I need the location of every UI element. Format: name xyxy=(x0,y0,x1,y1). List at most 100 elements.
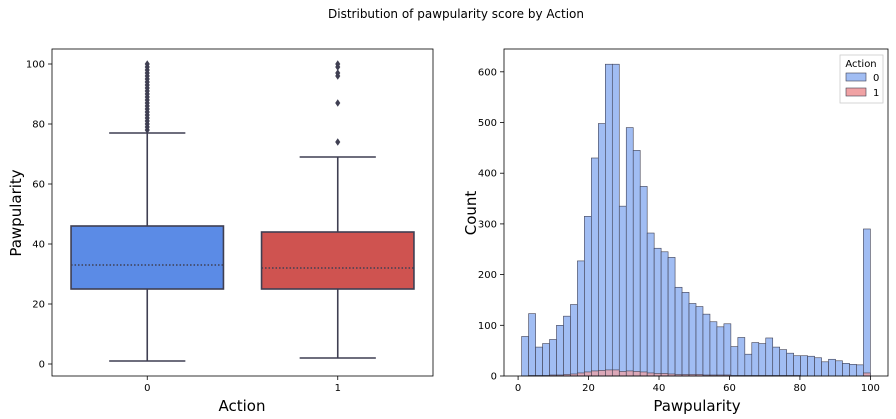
histogram-bar-action-0 xyxy=(716,326,725,377)
histogram-x-tick-label: 60 xyxy=(723,383,736,394)
histogram-bar-action-0 xyxy=(611,63,620,377)
boxplot-x-label: Action xyxy=(219,397,266,415)
box-outlier-point xyxy=(144,60,150,68)
histogram-bar-action-0 xyxy=(605,63,613,377)
histogram-bar-action-0 xyxy=(730,346,739,377)
histogram-bar-action-0 xyxy=(758,343,767,377)
histogram-bar-action-0 xyxy=(660,251,669,377)
histogram-bar-action-1 xyxy=(863,372,871,377)
box-iqr-0 xyxy=(70,225,225,290)
histogram-x-tick-label: 80 xyxy=(794,383,807,394)
histogram-legend: Action 0 1 xyxy=(839,54,884,104)
histogram-x-tick-label: 0 xyxy=(515,383,521,394)
histogram-bar-action-1 xyxy=(625,370,634,377)
histogram-bar-action-0 xyxy=(556,325,564,377)
box-outlier-point xyxy=(335,99,341,107)
histogram-bar-action-0 xyxy=(667,257,676,377)
boxplot-y-tick-label: 20 xyxy=(32,300,45,311)
histogram-bar-action-0 xyxy=(772,346,781,377)
histogram-y-label: Count xyxy=(462,191,480,236)
histogram-bar-action-0 xyxy=(653,247,662,377)
legend-title: Action xyxy=(845,59,876,70)
boxplot-content xyxy=(70,60,415,362)
histogram-bar-action-0 xyxy=(674,286,683,377)
histogram-bar-action-1 xyxy=(618,371,627,377)
histogram-y-tick-label: 600 xyxy=(478,67,497,78)
histogram-panel: 0 100 200 300 400 500 600 0 20 40 60 80 100 Pawpula… xyxy=(462,48,889,415)
histogram-bar-action-0 xyxy=(577,260,585,377)
legend-swatch-1 xyxy=(845,87,867,97)
histogram-bar-action-1 xyxy=(611,369,620,377)
histogram-y-tick-label: 400 xyxy=(478,169,497,180)
histogram-x-label: Pawpularity xyxy=(653,397,740,415)
histogram-bar-action-0 xyxy=(709,321,718,377)
box-iqr-1 xyxy=(260,231,415,290)
histogram-bar-action-0 xyxy=(598,123,606,377)
histogram-x-tick-label: 40 xyxy=(653,383,666,394)
histogram-y-tick-label: 200 xyxy=(478,270,497,281)
histogram-bar-action-0 xyxy=(625,127,634,377)
histogram-bar-action-0 xyxy=(563,315,571,377)
histogram-bar-action-1 xyxy=(646,372,655,377)
histogram-bar-action-0 xyxy=(835,360,843,377)
histogram-bar-action-1 xyxy=(577,372,585,377)
histogram-bar-action-0 xyxy=(584,216,592,377)
boxplot-y-tick-label: 80 xyxy=(32,120,45,131)
histogram-bar-action-0 xyxy=(800,355,808,377)
histogram-x-ticks: 0 20 40 60 80 100 xyxy=(515,376,880,394)
histogram-bar-action-0 xyxy=(863,228,871,377)
boxplot-x-tick-label: 1 xyxy=(335,383,341,394)
histogram-bar-action-0 xyxy=(744,353,753,377)
histogram-bar-action-1 xyxy=(598,370,606,377)
histogram-bar-action-0 xyxy=(570,304,578,377)
histogram-bar-action-0 xyxy=(528,313,536,377)
legend-swatch-0 xyxy=(845,72,867,82)
histogram-bar-action-0 xyxy=(542,343,550,377)
boxplot-y-tick-label: 0 xyxy=(39,360,45,371)
histogram-bar-action-0 xyxy=(751,342,760,377)
boxplot-x-tick-label: 0 xyxy=(144,383,150,394)
histogram-bar-action-0 xyxy=(849,364,857,377)
histogram-y-ticks: 0 100 200 300 400 500 600 xyxy=(478,67,504,383)
histogram-bar-action-0 xyxy=(723,323,732,377)
histogram-bar-action-0 xyxy=(688,303,697,377)
histogram-y-tick-label: 500 xyxy=(478,118,497,129)
histogram-bar-action-0 xyxy=(639,186,648,377)
boxplot-y-tick-label: 60 xyxy=(32,180,45,191)
histogram-axes-frame xyxy=(503,48,889,377)
histogram-y-tick-label: 0 xyxy=(491,372,497,383)
histogram-bar-action-0 xyxy=(786,352,794,377)
histogram-bar-action-1 xyxy=(591,370,599,377)
histogram-bar-action-0 xyxy=(681,292,690,377)
histogram-bar-action-1 xyxy=(605,369,613,377)
boxplot-y-ticks: 0 20 40 60 80 100 xyxy=(26,60,52,371)
histogram-content xyxy=(521,63,871,377)
histogram-bar-action-0 xyxy=(828,358,836,377)
histogram-bar-action-0 xyxy=(618,205,627,377)
histogram-bar-action-0 xyxy=(632,150,641,377)
histogram-x-tick-label: 20 xyxy=(582,383,595,394)
legend-entry-1: 1 xyxy=(873,88,879,99)
boxplot-y-tick-label: 40 xyxy=(32,240,45,251)
histogram-bar-action-0 xyxy=(765,337,774,377)
legend-entry-0: 0 xyxy=(873,73,879,84)
histogram-bar-action-0 xyxy=(591,157,599,377)
histogram-bar-action-0 xyxy=(842,363,850,377)
histogram-bar-action-0 xyxy=(856,364,864,377)
histogram-bar-action-0 xyxy=(521,336,529,377)
histogram-bar-action-0 xyxy=(793,355,801,377)
histogram-y-tick-label: 100 xyxy=(478,321,497,332)
histogram-bar-action-0 xyxy=(821,361,829,377)
histogram-bar-action-1 xyxy=(584,371,592,377)
histogram-bar-action-0 xyxy=(535,346,543,377)
histogram-x-tick-label: 100 xyxy=(861,383,880,394)
histogram-bar-action-0 xyxy=(702,313,711,377)
histogram-bar-action-0 xyxy=(807,355,815,377)
boxplot-y-label: Pawpularity xyxy=(7,169,25,256)
box-outlier-point xyxy=(335,69,341,77)
boxplot-y-tick-label: 100 xyxy=(26,60,45,71)
histogram-bar-action-0 xyxy=(646,232,655,377)
